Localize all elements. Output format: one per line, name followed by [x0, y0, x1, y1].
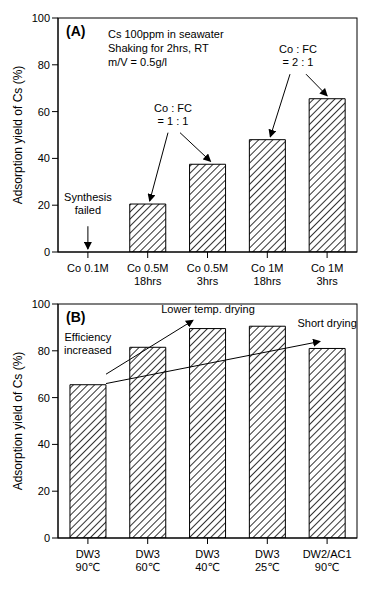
svg-text:DW340℃: DW340℃: [195, 548, 220, 573]
svg-text:60: 60: [38, 392, 50, 404]
svg-text:Synthesisfailed: Synthesisfailed: [64, 191, 112, 216]
svg-text:Co : FC= 2 : 1: Co : FC= 2 : 1: [279, 43, 317, 68]
svg-text:DW390℃: DW390℃: [76, 548, 101, 573]
svg-text:100: 100: [32, 298, 50, 310]
svg-text:Co 0.5M18hrs: Co 0.5M18hrs: [127, 262, 169, 287]
svg-text:20: 20: [38, 485, 50, 497]
svg-text:80: 80: [38, 345, 50, 357]
svg-text:40: 40: [38, 438, 50, 450]
svg-text:m/V = 0.5g/l: m/V = 0.5g/l: [108, 56, 167, 68]
svg-text:DW325℃: DW325℃: [255, 548, 280, 573]
svg-text:20: 20: [38, 199, 50, 211]
svg-text:(B): (B): [66, 309, 85, 325]
svg-text:DW360℃: DW360℃: [135, 548, 160, 573]
svg-text:Lower temp. drying: Lower temp. drying: [161, 303, 255, 315]
svg-text:Co 1M18hrs: Co 1M18hrs: [251, 262, 283, 287]
svg-text:40: 40: [38, 152, 50, 164]
svg-text:DW2/AC190℃: DW2/AC190℃: [303, 548, 352, 573]
svg-text:Co : FC= 1 : 1: Co : FC= 1 : 1: [154, 102, 192, 127]
svg-text:Efficiencyincreased: Efficiencyincreased: [64, 331, 112, 356]
svg-text:0: 0: [44, 532, 50, 544]
svg-text:100: 100: [32, 12, 50, 24]
svg-text:0: 0: [44, 246, 50, 258]
svg-text:Shaking for 2hrs, RT: Shaking for 2hrs, RT: [108, 42, 209, 54]
svg-text:Cs 100ppm in seawater: Cs 100ppm in seawater: [108, 28, 224, 40]
svg-text:Co 0.1M: Co 0.1M: [67, 262, 109, 274]
svg-text:Co 0.5M3hrs: Co 0.5M3hrs: [187, 262, 229, 287]
svg-text:Co 1M3hrs: Co 1M3hrs: [311, 262, 343, 287]
svg-text:Adsorption yield of Cs (%): Adsorption yield of Cs (%): [11, 352, 25, 491]
svg-text:Short drying: Short drying: [297, 317, 356, 329]
svg-text:Adsorption yield of Cs (%): Adsorption yield of Cs (%): [11, 66, 25, 205]
svg-text:60: 60: [38, 106, 50, 118]
svg-text:80: 80: [38, 59, 50, 71]
svg-text:(A): (A): [66, 23, 85, 39]
